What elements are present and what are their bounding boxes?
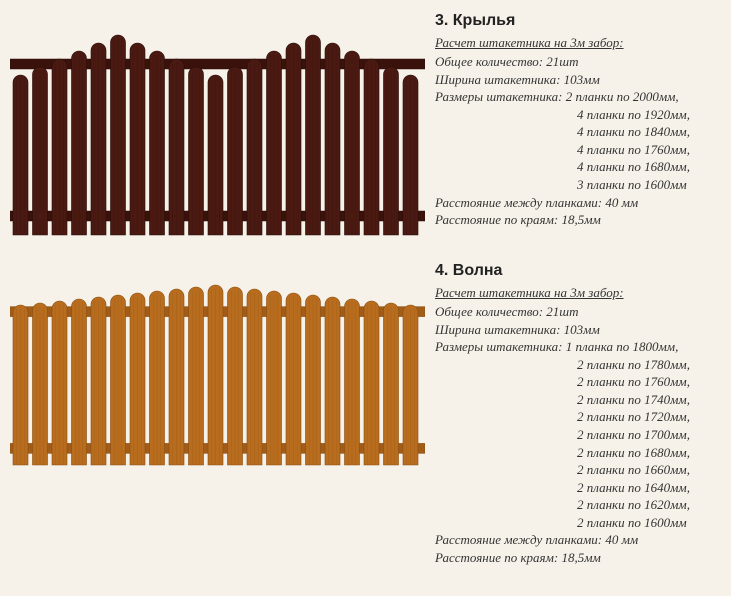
size-row: 3 планки по 1600мм — [435, 176, 721, 194]
section-wave: 4. Волна Расчет штакетника на 3м забор: … — [10, 260, 721, 566]
gap-wave: Расстояние между планками: 40 мм — [435, 531, 721, 549]
size-row: 2 планки по 1640мм, — [435, 479, 721, 497]
edge-wave: Расстояние по краям: 18,5мм — [435, 549, 721, 567]
gap-wings: Расстояние между планками: 40 мм — [435, 194, 721, 212]
subtitle-wings: Расчет штакетника на 3м забор: — [435, 34, 721, 52]
edge-wings: Расстояние по краям: 18,5мм — [435, 211, 721, 229]
size-row: 2 планки по 1600мм — [435, 514, 721, 532]
info-wings: 3. Крылья Расчет штакетника на 3м забор:… — [425, 10, 721, 240]
size-row: 2 планки по 1700мм, — [435, 426, 721, 444]
size-row: 4 планки по 1840мм, — [435, 123, 721, 141]
size-row: 2 планки по 1660мм, — [435, 461, 721, 479]
fence-illustration-wings — [10, 10, 425, 240]
size-row: 4 планки по 1760мм, — [435, 141, 721, 159]
subtitle-wave: Расчет штакетника на 3м забор: — [435, 284, 721, 302]
size-row: 4 планки по 1920мм, — [435, 106, 721, 124]
info-wave: 4. Волна Расчет штакетника на 3м забор: … — [425, 260, 721, 566]
section-wings: 3. Крылья Расчет штакетника на 3м забор:… — [10, 10, 721, 240]
total-wings: Общее количество: 21шт — [435, 53, 721, 71]
width-wings: Ширина штакетника: 103мм — [435, 71, 721, 89]
size-row: 4 планки по 1680мм, — [435, 158, 721, 176]
size-row: 2 планки по 1620мм, — [435, 496, 721, 514]
size-row: 2 планки по 1740мм, — [435, 391, 721, 409]
sizes-wings: Размеры штакетника: 2 планки по 2000мм, — [435, 88, 721, 106]
size-row: 2 планки по 1780мм, — [435, 356, 721, 374]
size-row: 2 планки по 1760мм, — [435, 373, 721, 391]
fence-illustration-wave — [10, 260, 425, 566]
total-wave: Общее количество: 21шт — [435, 303, 721, 321]
width-wave: Ширина штакетника: 103мм — [435, 321, 721, 339]
sizes-wave: Размеры штакетника: 1 планка по 1800мм, — [435, 338, 721, 356]
title-wings: 3. Крылья — [435, 10, 721, 32]
size-row: 2 планки по 1680мм, — [435, 444, 721, 462]
size-row: 2 планки по 1720мм, — [435, 408, 721, 426]
title-wave: 4. Волна — [435, 260, 721, 282]
